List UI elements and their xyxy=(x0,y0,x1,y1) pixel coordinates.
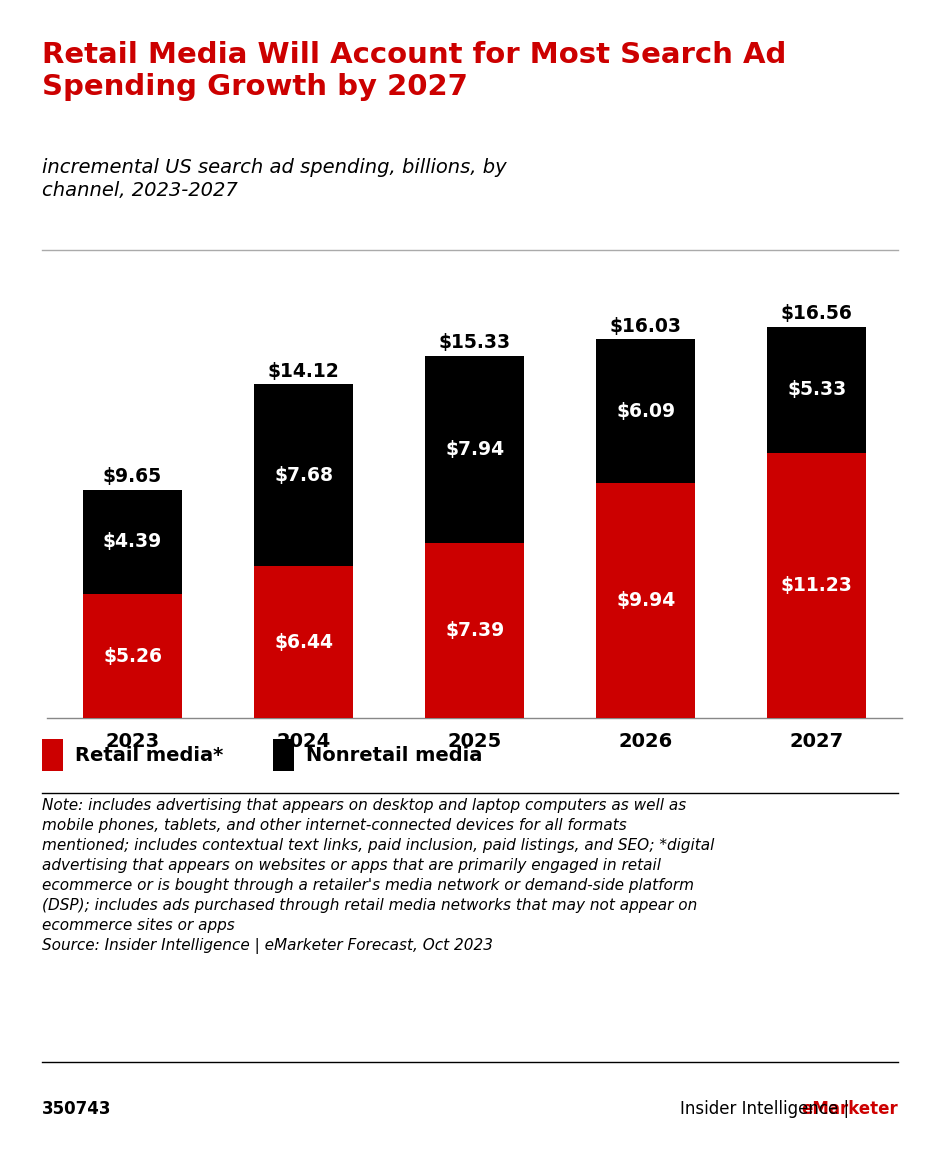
Text: $11.23: $11.23 xyxy=(781,576,853,595)
Bar xyxy=(425,355,525,543)
Text: $4.39: $4.39 xyxy=(102,533,163,551)
Text: Nonretail media: Nonretail media xyxy=(306,745,482,765)
Text: $6.44: $6.44 xyxy=(274,633,333,652)
Text: $16.03: $16.03 xyxy=(610,317,682,335)
Text: Insider Intelligence |: Insider Intelligence | xyxy=(680,1100,854,1118)
Bar xyxy=(83,593,182,718)
Text: $7.39: $7.39 xyxy=(445,621,505,640)
Text: $6.09: $6.09 xyxy=(617,402,675,420)
Bar xyxy=(425,543,525,718)
Bar xyxy=(767,327,867,453)
Text: 350743: 350743 xyxy=(42,1100,112,1118)
Text: Retail Media Will Account for Most Search Ad
Spending Growth by 2027: Retail Media Will Account for Most Searc… xyxy=(42,41,787,102)
Text: $7.94: $7.94 xyxy=(446,440,504,459)
Bar xyxy=(254,384,353,566)
Text: $9.65: $9.65 xyxy=(103,467,162,486)
Bar xyxy=(596,339,696,484)
Text: $15.33: $15.33 xyxy=(439,333,510,352)
Text: Note: includes advertising that appears on desktop and laptop computers as well : Note: includes advertising that appears … xyxy=(42,798,714,954)
Text: $7.68: $7.68 xyxy=(274,466,333,485)
Text: $5.26: $5.26 xyxy=(103,647,162,666)
Text: $16.56: $16.56 xyxy=(781,304,853,324)
Bar xyxy=(83,491,182,593)
Text: $9.94: $9.94 xyxy=(616,591,676,610)
Bar xyxy=(596,484,696,718)
Text: $5.33: $5.33 xyxy=(787,380,847,399)
Text: incremental US search ad spending, billions, by
channel, 2023-2027: incremental US search ad spending, billi… xyxy=(42,158,507,200)
FancyBboxPatch shape xyxy=(274,739,294,771)
Bar xyxy=(767,453,867,718)
FancyBboxPatch shape xyxy=(42,739,64,771)
Text: Retail media*: Retail media* xyxy=(74,745,223,765)
Bar xyxy=(254,566,353,718)
Text: $14.12: $14.12 xyxy=(268,362,339,381)
Text: eMarketer: eMarketer xyxy=(801,1100,898,1118)
